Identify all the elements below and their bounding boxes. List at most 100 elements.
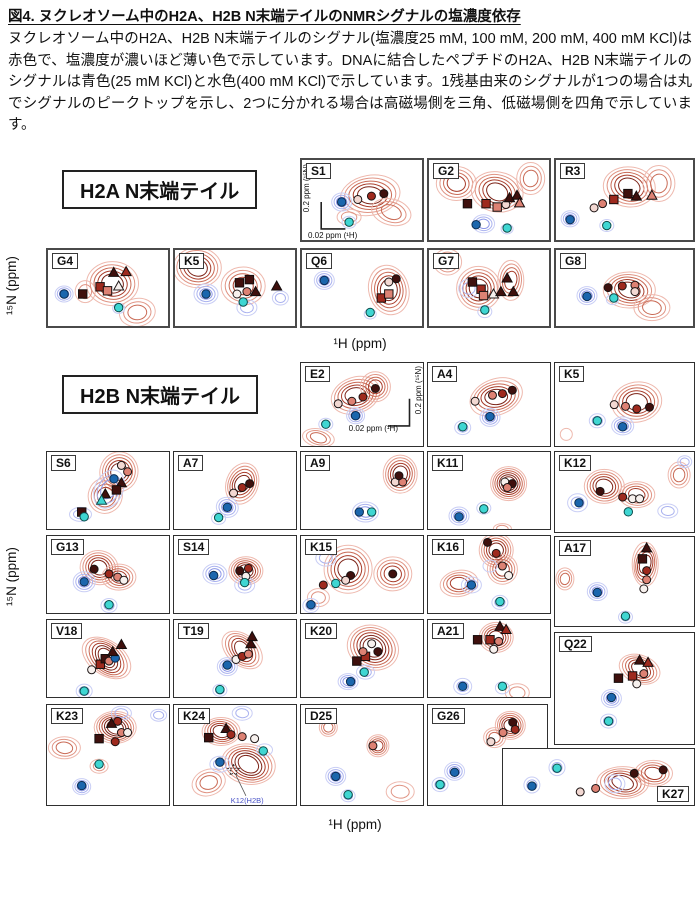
contour-ring — [548, 759, 566, 777]
contour-ring — [56, 287, 72, 301]
contour-ring — [586, 582, 608, 602]
peptide-peak-cyan — [458, 422, 468, 432]
nmr-panel-A9: A9 — [300, 451, 424, 530]
contour-ring — [490, 466, 528, 502]
peak-circle — [89, 564, 99, 574]
panel-label-A9: A9 — [305, 455, 331, 471]
nmr-panel-K27: K27 — [502, 748, 695, 806]
nmr-panel-A4: A4 — [427, 362, 551, 447]
panel-plot-A21 — [453, 620, 530, 697]
contour-ring — [327, 769, 344, 784]
contour-ring — [211, 511, 227, 525]
peptide-peak-cyan — [343, 790, 353, 800]
contour-ring — [218, 499, 237, 516]
peak-triangle — [245, 637, 257, 649]
contour-ring — [485, 729, 504, 746]
panel-label-K12: K12 — [559, 455, 592, 471]
peptide-peak-cyan — [258, 746, 268, 756]
contour-ring — [456, 680, 469, 693]
contour-ring — [644, 766, 663, 781]
contour-ring — [225, 462, 260, 505]
peak-triangle — [511, 189, 523, 200]
peptide-peak-cyan — [602, 220, 612, 231]
contour-ring — [677, 455, 693, 469]
peptide-peak-cyan — [239, 577, 250, 588]
contour-ring — [486, 553, 518, 585]
contour-ring — [494, 470, 523, 498]
contour-ring — [476, 501, 492, 515]
nmr-panel-G13: G13 — [46, 535, 170, 614]
contour-ring — [484, 388, 509, 406]
peptide-peak-cyan — [609, 293, 619, 303]
peak-circle — [384, 277, 394, 287]
peak-triangle — [115, 638, 128, 649]
peak-circle — [318, 580, 328, 590]
peptide-peak-blue — [306, 600, 316, 610]
peak-triangle — [633, 654, 646, 665]
nmr-panel-G7: G7 — [427, 248, 551, 328]
contour-ring — [431, 777, 449, 793]
peak-circle — [589, 203, 599, 213]
contour-ring — [497, 712, 524, 738]
contour-ring — [309, 432, 327, 444]
panel-plot-Q6 — [313, 264, 410, 320]
peak-circle — [366, 191, 376, 201]
panel-plot-G26 — [431, 710, 526, 793]
peak-circle-open — [250, 734, 260, 744]
contour-ring — [498, 474, 519, 493]
peak-circle-open — [87, 665, 97, 675]
panel-label-Q6: Q6 — [306, 253, 333, 269]
contour-ring — [55, 741, 74, 755]
contour-ring — [640, 764, 667, 783]
contour-ring — [479, 407, 501, 427]
contour-ring — [464, 579, 479, 591]
contour-ring — [51, 738, 78, 757]
peak-circle — [575, 787, 585, 797]
contour-ring — [633, 294, 671, 322]
contour-ring — [481, 536, 512, 566]
peak-circle — [487, 390, 497, 400]
section-label-h2a: H2A N末端テイル — [62, 170, 258, 209]
peptide-peak-blue — [454, 512, 464, 522]
contour-ring — [624, 485, 649, 504]
peptide-peak-cyan — [104, 600, 114, 610]
peak-square — [492, 202, 502, 212]
panel-plot-G4 — [54, 261, 156, 326]
contour-ring — [672, 467, 686, 483]
peptide-peak-blue — [345, 676, 356, 687]
contour-ring — [47, 736, 81, 760]
panel-plot-Q22 — [600, 653, 661, 729]
contour-ring — [382, 454, 418, 494]
peak-circle — [237, 732, 247, 742]
section-label-h2b: H2B N末端テイル — [62, 375, 259, 414]
peak-square — [244, 274, 255, 285]
peak-circle — [498, 728, 508, 738]
contour-ring — [352, 501, 379, 523]
peak-triangle — [246, 630, 258, 642]
panel-label-S6: S6 — [51, 455, 76, 471]
panel-plot-K5 — [175, 250, 289, 317]
peak-square — [204, 732, 214, 743]
nmr-panel-A7: A7 — [173, 451, 297, 530]
peak-triangle — [107, 266, 120, 277]
contour-ring — [599, 768, 646, 797]
contour-ring — [376, 275, 401, 305]
contour-ring — [646, 169, 672, 198]
contour-ring — [603, 691, 620, 706]
contour-ring — [81, 636, 132, 680]
contour-ring — [202, 563, 228, 585]
peptide-peak-blue — [201, 289, 211, 299]
peptide-peak-cyan — [497, 681, 508, 692]
panel-label-K24: K24 — [178, 708, 211, 724]
peak-circle — [642, 575, 652, 585]
contour-ring — [454, 420, 472, 436]
nmr-panel-K15: K15 — [300, 535, 424, 614]
nmr-panel-S6: S6 — [46, 451, 170, 530]
contour-ring — [323, 544, 373, 594]
contour-ring — [212, 683, 228, 697]
contour-ring — [330, 551, 366, 587]
nmr-panel-G2: G2 — [427, 158, 551, 242]
nmr-panel-Q22: Q22 — [554, 632, 695, 745]
contour-ring — [123, 301, 152, 324]
panel-plot-K12 — [567, 455, 693, 519]
